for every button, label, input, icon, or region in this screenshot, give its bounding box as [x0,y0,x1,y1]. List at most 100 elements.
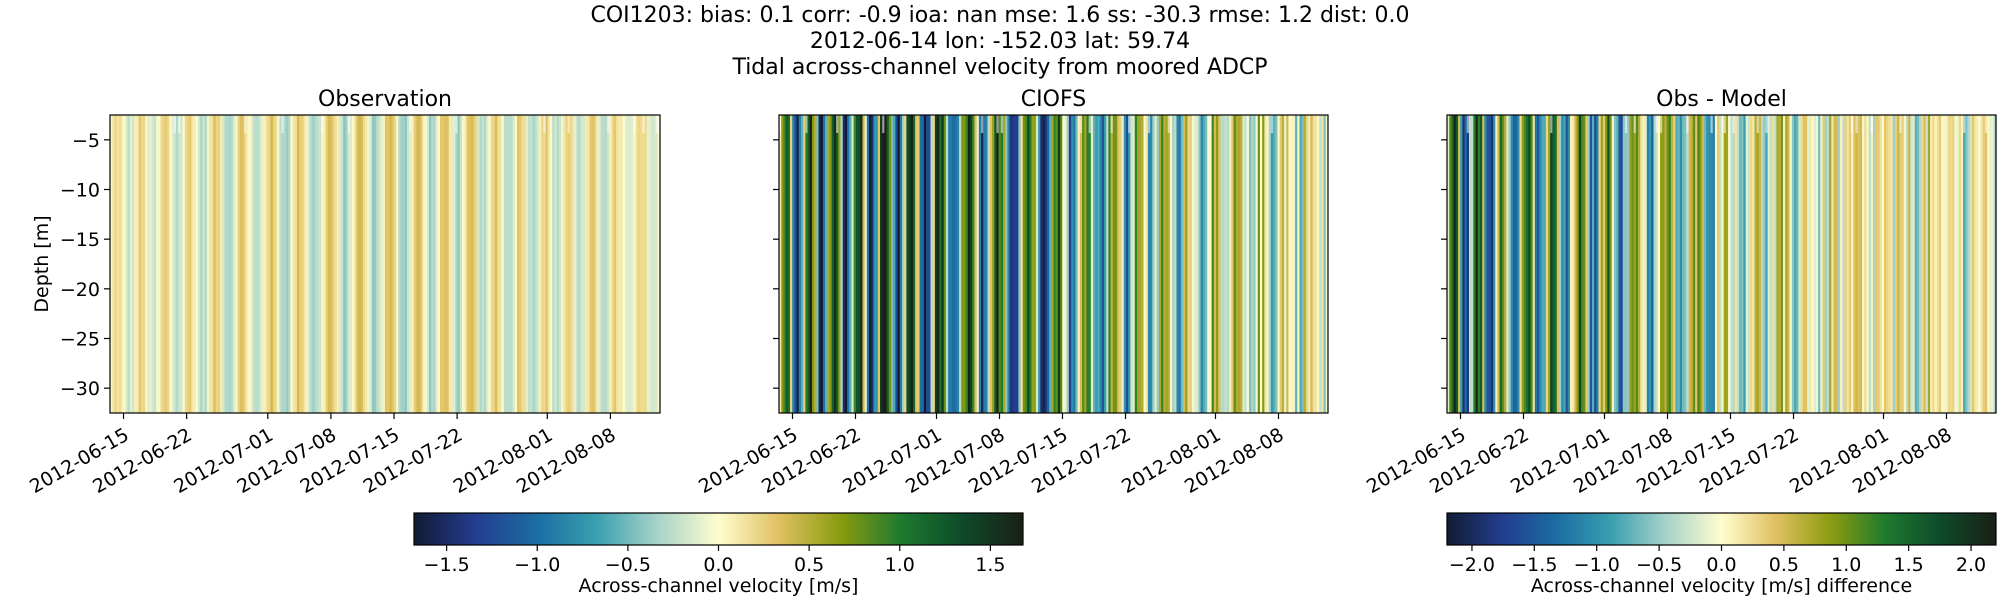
heatmap-cell [901,115,905,413]
heatmap-cell [429,115,432,413]
heatmap-cell [1460,115,1463,413]
heatmap-cell [831,115,835,413]
heatmap-cell [1064,115,1068,413]
heatmap-cell [1778,115,1782,413]
heatmap-cell [609,115,613,413]
heatmap-cell [1213,115,1217,413]
heatmap-gap-cell [1870,115,1874,133]
heatmap-cell [1523,115,1527,413]
heatmap-cell [503,115,507,413]
heatmap-cell [561,115,564,413]
heatmap-cell [1112,115,1116,413]
heatmap-cell [910,115,914,413]
heatmap-cell [1554,115,1558,413]
heatmap-cell [1941,115,1944,413]
heatmap-cell [1279,115,1283,413]
heatmap-cell [959,115,962,413]
heatmap-cell [268,115,272,413]
heatmap-cell [1073,115,1077,413]
heatmap-cell [1027,115,1030,413]
heatmap-cell [1965,115,1969,413]
colorbar-tick-label: −1.5 [1511,554,1557,576]
heatmap-gap-cell [543,115,547,133]
heatmap-cell [649,115,652,413]
heatmap-cell [321,115,324,413]
heatmap-cell [1611,115,1615,413]
heatmap-cell [1479,115,1483,413]
heatmap-cell [930,115,934,413]
heatmap-cell [1306,115,1309,413]
heatmap-cell [129,115,133,413]
heatmap-cell [838,115,842,413]
heatmap-cell [532,115,536,413]
heatmap-cell [1216,115,1219,413]
heatmap-cell [393,115,397,413]
heatmap-cell [455,115,459,413]
heatmap-cell [1552,115,1556,413]
heatmap-cell [869,115,872,413]
heatmap-cell [1033,115,1037,413]
heatmap-cell [1233,115,1237,413]
heatmap-cell [893,115,896,413]
heatmap-cell [1910,115,1914,413]
heatmap-cell [501,115,505,413]
heatmap-cell [477,115,481,413]
heatmap-cell [554,115,558,413]
heatmap-cell [1826,115,1830,413]
heatmap-cell [849,115,853,413]
heatmap-cell [228,115,232,413]
heatmap-3 [1447,115,1997,413]
heatmap-cell [512,115,516,413]
heatmap-cell [237,115,241,413]
heatmap-cell [121,115,124,413]
heatmap-cell [945,115,949,413]
heatmap-cell [176,115,179,413]
heatmap-cell [231,115,234,413]
figure-title: COI1203: bias: 0.1 corr: -0.9 ioa: nan m… [590,3,1409,80]
heatmap-gap-cell [1110,115,1114,133]
heatmap-gap-cell [178,115,181,133]
heatmap-cell [1591,115,1595,413]
heatmap-cell [1708,115,1712,413]
heatmap-cell [657,115,661,413]
heatmap-cell [1815,115,1819,413]
heatmap-cell [624,115,628,413]
heatmap-cell [1754,115,1758,413]
heatmap-cell [1224,115,1228,413]
heatmap-cell [631,115,635,413]
heatmap-cell [954,115,958,413]
heatmap-cell [794,115,798,413]
heatmap-cell [858,115,861,413]
colorbar-gradient [1446,512,1997,546]
heatmap-cell [1174,115,1178,413]
heatmap-cell [1914,115,1918,413]
heatmap-cell [1767,115,1771,413]
heatmap-cell [1585,115,1589,413]
heatmap-cell [255,115,258,413]
heatmap-cell [1268,115,1272,413]
heatmap-cell [1971,115,1975,413]
heatmap-cell [189,115,192,413]
heatmap-cell [1670,115,1674,413]
heatmap-cell [1800,115,1804,413]
heatmap-cell [1631,115,1635,413]
heatmap-cell [539,115,542,413]
heatmap-cell [800,115,804,413]
heatmap-cell [125,115,129,413]
heatmap-cell [431,115,434,413]
heatmap-cell [1809,115,1813,413]
heatmap-cell [374,115,377,413]
heatmap-cell [1811,115,1815,413]
heatmap-gap-cell [1756,115,1760,133]
heatmap-cell [1985,115,1988,413]
heatmap-cell [895,115,899,413]
heatmap-cell [1000,115,1004,413]
heatmap-cell [360,115,364,413]
heatmap-cell [277,115,280,413]
heatmap-cell [1989,115,1993,413]
heatmap-cell [965,115,969,413]
heatmap-cell [1508,115,1512,413]
heatmap-cell [1501,115,1505,413]
heatmap-cell [655,115,659,413]
heatmap-cell [261,115,265,413]
